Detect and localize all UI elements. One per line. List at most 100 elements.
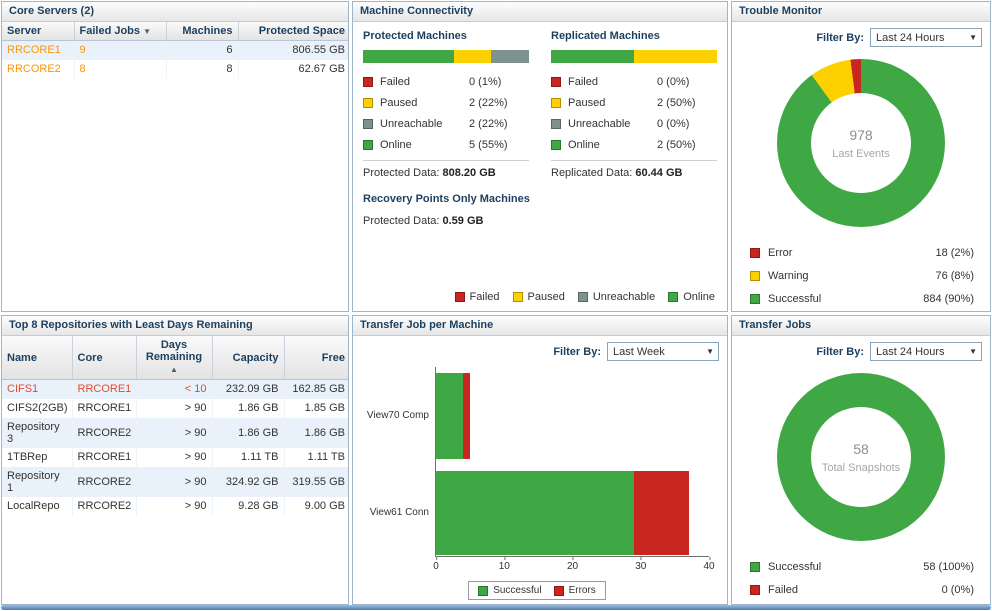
table-row[interactable]: CIFS2(2GB) RRCORE1 > 90 1.86 GB 1.85 GB — [2, 398, 348, 418]
capacity-cell: 324.92 GB — [212, 466, 285, 497]
column-header-server[interactable]: Server — [2, 22, 75, 41]
legend-label: Paused — [568, 96, 606, 109]
yellow-segment — [634, 50, 717, 63]
legend-value: 884 (90%) — [923, 293, 974, 305]
selected-option: Last 24 Hours — [876, 31, 945, 44]
recovery-points-data-summary: Protected Data: 0.59 GB — [363, 213, 717, 227]
transfer-jobs-panel: Transfer Jobs Filter By: Last 24 Hours ▼… — [731, 315, 991, 605]
events-count-label: Last Events — [832, 147, 890, 160]
protected-machines-section: Protected Machines Failed 0 (1%) Paused — [363, 30, 529, 179]
days-remaining-cell: > 90 — [136, 447, 213, 467]
paused-color-swatch — [551, 97, 561, 108]
legend-item-errors: Errors — [553, 585, 596, 596]
repository-name-link[interactable]: CIFS2(2GB) — [2, 398, 73, 418]
recovery-points-only-section: Recovery Points Only Machines Protected … — [363, 193, 717, 227]
free-cell: 1.86 GB — [304, 426, 345, 439]
horizontal-scrollbar[interactable] — [1, 605, 991, 610]
warning-color-swatch — [750, 271, 760, 281]
column-header-failed-jobs[interactable]: Failed Jobs ▼ — [74, 22, 167, 41]
table-row[interactable]: LocalRepo RRCORE2 > 90 9.28 GB 9.00 GB — [2, 496, 348, 516]
filter-row: Filter By: Last 24 Hours ▼ — [732, 336, 990, 365]
replicated-data-summary: Replicated Data: 60.44 GB — [551, 160, 717, 179]
repositories-panel: Top 8 Repositories with Least Days Remai… — [1, 315, 349, 605]
column-header-machines[interactable]: Machines — [166, 22, 239, 41]
axis-tick-label: 10 — [498, 557, 510, 572]
legend-item-error: Error 18 (2%) — [750, 247, 974, 259]
repository-name-link[interactable]: Repository 3 — [2, 417, 73, 448]
legend-value: 2 (50%) — [657, 96, 696, 109]
table-row[interactable]: RRCORE1 9 6 806.55 GB — [2, 40, 348, 60]
sort-desc-icon: ▼ — [143, 27, 152, 36]
column-header-free[interactable]: Free — [284, 336, 348, 380]
donut-center: 978 Last Events — [811, 93, 911, 193]
transfer-job-per-machine-title: Transfer Job per Machine — [353, 316, 727, 336]
successful-color-swatch — [750, 562, 760, 572]
selected-option: Last 24 Hours — [876, 345, 945, 358]
trouble-monitor-filter-select[interactable]: Last 24 Hours ▼ — [870, 28, 982, 47]
status-legend: Failed Paused Unreachable Online — [363, 287, 717, 305]
machines-cell: 8 — [166, 59, 239, 79]
transfer-job-filter-select[interactable]: Last Week ▼ — [607, 342, 719, 361]
repository-name-link[interactable]: CIFS1 — [2, 379, 73, 399]
protected-space-cell: 806.55 GB — [292, 44, 345, 57]
legend-item-successful: Successful 58 (100%) — [750, 561, 974, 573]
axis-tick-label: 0 — [433, 557, 439, 572]
table-row[interactable]: CIFS1 RRCORE1 < 10 232.09 GB 162.85 GB — [2, 379, 348, 399]
column-header-name[interactable]: Name — [2, 336, 73, 380]
table-header-row: Server Failed Jobs ▼ Machines Protected … — [2, 22, 348, 41]
server-name-link[interactable]: RRCORE1 — [2, 40, 75, 60]
replicated-data-label: Replicated Data: — [551, 167, 633, 179]
legend-value: 18 (2%) — [935, 247, 974, 259]
legend-label: Errors — [568, 585, 596, 596]
recovery-points-only-heading: Recovery Points Only Machines — [363, 193, 530, 205]
failed-color-swatch — [363, 76, 373, 87]
protected-machines-statusbar — [363, 50, 529, 63]
free-cell: 9.00 GB — [304, 500, 345, 512]
table-row[interactable]: RRCORE2 8 8 62.67 GB — [2, 59, 348, 79]
legend-label: Successful — [768, 561, 822, 573]
legend-item-warning: Warning 76 (8%) — [750, 270, 974, 282]
repository-name-link[interactable]: 1TBRep — [2, 447, 73, 467]
server-name-link[interactable]: RRCORE2 — [2, 59, 75, 79]
capacity-cell: 9.28 GB — [212, 496, 285, 516]
unreachable-color-swatch — [577, 292, 588, 302]
replicated-machines-heading: Replicated Machines — [551, 30, 660, 42]
column-header-capacity[interactable]: Capacity — [212, 336, 285, 380]
transfer-jobs-filter-select[interactable]: Last 24 Hours ▼ — [870, 342, 982, 361]
legend-item-online: Online 2 (50%) — [551, 134, 717, 155]
repositories-table: Name Core Days Remaining ▲ Capacity Free… — [2, 336, 348, 516]
filter-by-label: Filter By: — [816, 345, 864, 358]
legend-item-failed: Failed 0 (0%) — [750, 584, 974, 596]
legend-label: Failed — [568, 75, 598, 88]
protected-machines-heading: Protected Machines — [363, 30, 467, 42]
repository-name-link[interactable]: LocalRepo — [2, 496, 73, 516]
protected-space-cell: 62.67 GB — [298, 63, 345, 75]
days-remaining-cell: > 90 — [136, 398, 213, 418]
sort-asc-icon: ▲ — [170, 365, 178, 374]
yellow-segment — [454, 50, 491, 63]
table-row[interactable]: 1TBRep RRCORE1 > 90 1.11 TB 1.11 TB — [2, 447, 348, 467]
core-servers-table: Server Failed Jobs ▼ Machines Protected … — [2, 22, 348, 79]
legend-item-unreachable: Unreachable — [577, 291, 655, 303]
legend-value: 5 (55%) — [469, 138, 508, 151]
transfer-chart-legend: Successful Errors — [468, 581, 606, 600]
recovery-points-data-value: 0.59 GB — [442, 215, 484, 227]
column-label-line2: Remaining ▲ — [142, 351, 207, 376]
legend-label: Failed — [469, 291, 500, 303]
recovery-points-data-label: Protected Data: — [363, 215, 440, 227]
legend-item-unreachable: Unreachable 2 (22%) — [363, 113, 529, 134]
green-segment — [436, 373, 464, 459]
legend-item-failed: Failed 0 (0%) — [551, 71, 717, 92]
replicated-machines-statusbar — [551, 50, 717, 63]
column-header-protected-space[interactable]: Protected Space — [238, 22, 348, 41]
legend-label: Failed — [768, 584, 798, 596]
column-label: Free — [321, 351, 345, 364]
failed-jobs-cell: 8 — [74, 59, 167, 79]
column-header-days-remaining[interactable]: Days Remaining ▲ — [136, 336, 213, 380]
table-row[interactable]: Repository 1 RRCORE2 > 90 324.92 GB 319.… — [2, 466, 348, 497]
table-row[interactable]: Repository 3 RRCORE2 > 90 1.86 GB 1.86 G… — [2, 417, 348, 448]
legend-label: Unreachable — [568, 117, 631, 130]
legend-item-paused: Paused — [512, 291, 565, 303]
repository-name-link[interactable]: Repository 1 — [2, 466, 73, 497]
column-header-core[interactable]: Core — [72, 336, 137, 380]
